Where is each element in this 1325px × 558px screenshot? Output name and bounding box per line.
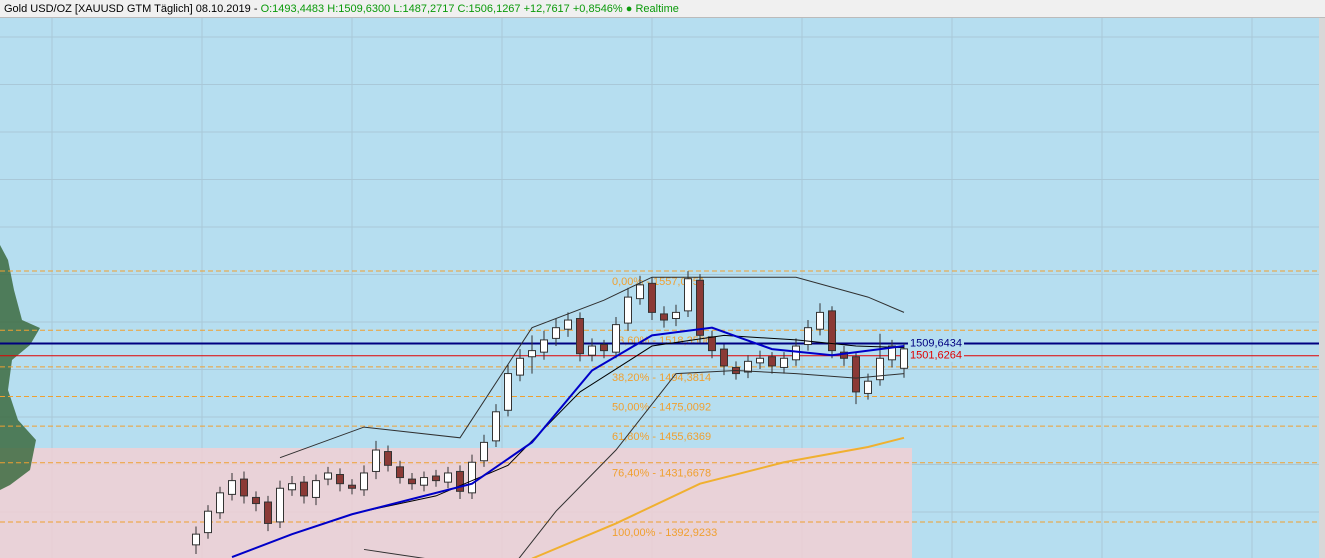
instrument: Gold USD/OZ [XAUUSD GTM Täglich] 08.10.2… [4, 3, 258, 15]
candle-body [780, 357, 788, 368]
candle-body [900, 348, 908, 369]
candle-body [756, 357, 764, 364]
candle-body [276, 487, 284, 523]
fib-label: 61,80% - 1455,6369 [612, 431, 711, 443]
candle-body [240, 478, 248, 497]
candle-body [684, 278, 692, 312]
candle-body [456, 470, 464, 492]
candle-body [288, 483, 296, 491]
candle-body [600, 344, 608, 352]
candle-body [744, 360, 752, 373]
candle-body [480, 441, 488, 462]
candle-body [372, 449, 380, 472]
volume-profile [0, 245, 40, 490]
candle-body [576, 318, 584, 355]
indicator-line [279, 276, 905, 459]
open: O:1493,4483 [260, 3, 325, 15]
price-label-bg [908, 337, 964, 350]
candle-body [612, 324, 620, 353]
candle-body [564, 319, 572, 330]
fib-label: 76,40% - 1431,6678 [612, 468, 711, 480]
candle-body [396, 466, 404, 479]
candle-body [492, 411, 500, 442]
candle-body [792, 345, 800, 361]
candle-body [516, 357, 524, 376]
candle-body [624, 296, 632, 324]
candle-body [360, 472, 368, 491]
candle-body [324, 472, 332, 480]
candle-body [504, 373, 512, 411]
candle-body [420, 477, 428, 486]
fib-label: 100,00% - 1392,9233 [612, 527, 717, 539]
status: ● Realtime [625, 3, 679, 15]
price-label-bg [908, 349, 964, 362]
candle-body [696, 279, 704, 336]
candle-body [828, 310, 836, 352]
candle-body [648, 282, 656, 313]
candle-body [840, 351, 848, 359]
candle-body [300, 481, 308, 497]
fib-label: 23,60% - 1518,3506 [612, 335, 711, 347]
close: C:1506,1267 [457, 3, 521, 15]
candle-body [540, 339, 548, 353]
candle-body [312, 480, 320, 498]
candle-body [660, 313, 668, 321]
candle-body [228, 480, 236, 495]
candle-body [588, 345, 596, 356]
candle-body [204, 510, 212, 534]
candle-body [216, 492, 224, 514]
change-pct: +0,8546% [572, 3, 623, 15]
fib-label: 50,00% - 1475,0092 [612, 401, 711, 413]
candle-body [348, 484, 356, 489]
candle-body [252, 496, 260, 505]
candle-body [804, 327, 812, 346]
candle-body [888, 345, 896, 361]
candle-body [708, 336, 716, 352]
candle-body [852, 356, 860, 393]
change: +12,7617 [523, 3, 570, 15]
candle-body [636, 284, 644, 300]
indicator-line [231, 326, 905, 558]
candle-body [864, 380, 872, 394]
header: Gold USD/OZ [XAUUSD GTM Täglich] 08.10.2… [0, 0, 1325, 18]
candle-body [552, 327, 560, 339]
candle-body [876, 357, 884, 381]
price-label: 1501,6264 [910, 350, 962, 362]
price-label: 1509,6434 [910, 337, 962, 349]
indicator-line [363, 370, 905, 558]
candle-body [528, 350, 536, 358]
candle-body [408, 478, 416, 485]
candle-body [264, 501, 272, 524]
candle-body [336, 473, 344, 485]
candle-body [768, 356, 776, 367]
candle-body [816, 311, 824, 330]
candle-body [468, 461, 476, 494]
candle-body [384, 451, 392, 466]
candle-body [720, 348, 728, 367]
fib-label: 38,20% - 1494,3814 [612, 372, 711, 384]
right-edge [1319, 18, 1325, 558]
candle-body [444, 472, 452, 483]
candle-body [432, 475, 440, 482]
candle-body [672, 311, 680, 320]
low: L:1487,2717 [393, 3, 455, 15]
candle-body [192, 533, 200, 546]
volume-area [0, 448, 912, 558]
high: H:1509,6300 [327, 3, 391, 15]
indicator-line [531, 436, 905, 558]
